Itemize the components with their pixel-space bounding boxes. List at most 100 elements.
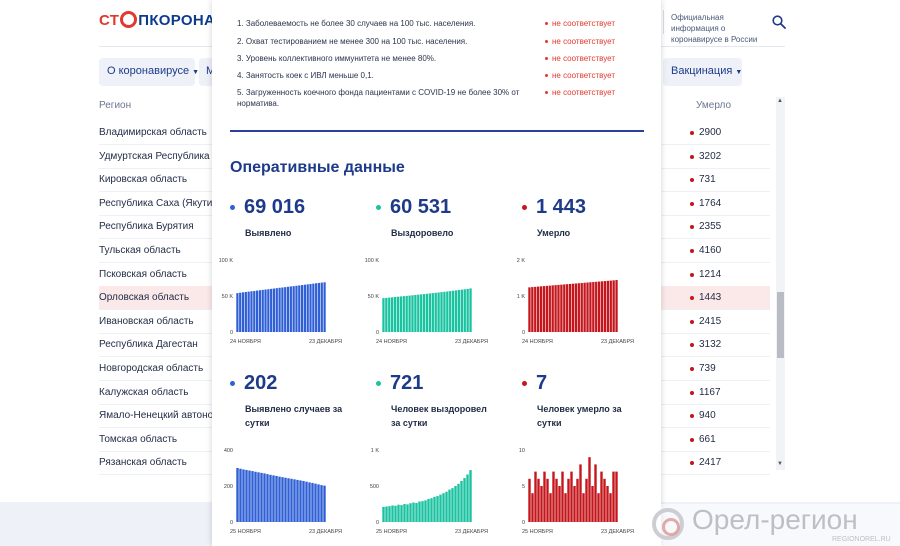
nav-about-button[interactable]: О коронавирусе ▼ xyxy=(99,58,199,86)
bar xyxy=(548,285,551,332)
y-tick-label: 0 xyxy=(376,330,379,336)
bar xyxy=(573,486,576,522)
bar xyxy=(564,493,567,522)
died-count: 4160 xyxy=(689,245,722,256)
bar xyxy=(580,282,583,332)
bar xyxy=(382,506,385,522)
bar xyxy=(466,288,469,332)
y-tick-label: 10 xyxy=(519,448,525,454)
bar xyxy=(323,282,326,332)
scrollbar-thumb[interactable] xyxy=(777,292,784,358)
bar xyxy=(405,295,408,332)
bar xyxy=(239,468,242,522)
bar xyxy=(289,286,292,332)
column-header-died[interactable]: Умерло xyxy=(696,100,732,111)
bar xyxy=(245,469,248,522)
bar xyxy=(284,477,287,522)
bar xyxy=(439,494,442,522)
bar xyxy=(603,281,607,332)
bar xyxy=(284,287,287,332)
bar xyxy=(239,292,242,332)
bar xyxy=(281,287,284,332)
bar xyxy=(568,283,572,332)
died-count: 3202 xyxy=(689,150,722,162)
bar xyxy=(531,287,534,332)
bar xyxy=(296,479,299,522)
bar xyxy=(306,284,309,332)
bar xyxy=(537,478,540,522)
criterion-status: не соответствует xyxy=(545,37,615,46)
scroll-up-arrow-icon[interactable]: ▲ xyxy=(777,98,783,104)
stat-dot-icon xyxy=(230,205,235,210)
region-name: Республика Бурятия xyxy=(99,221,194,233)
table-scrollbar[interactable] xyxy=(776,97,785,470)
bar xyxy=(254,471,257,522)
criterion-text: 4. Занятость коек с ИВЛ меньше 0,1. xyxy=(237,71,374,80)
bar xyxy=(588,457,591,522)
bar xyxy=(275,288,278,332)
bar xyxy=(391,505,394,522)
criterion-status: не соответствует xyxy=(545,88,615,97)
stat-chart: 1 K 500 0 25 НОЯБРЯ 23 ДЕКАБРЯ xyxy=(370,448,488,535)
bar xyxy=(422,294,426,332)
region-name: Тульская область xyxy=(99,245,181,256)
search-icon[interactable] xyxy=(772,15,786,29)
died-count: 3132 xyxy=(689,339,722,351)
bar xyxy=(260,472,263,522)
stat-label: Выявлено xyxy=(245,228,292,238)
bar xyxy=(388,297,391,332)
died-count: 940 xyxy=(690,410,716,422)
bar xyxy=(251,471,254,522)
column-header-region[interactable]: Регион xyxy=(99,100,132,111)
bar xyxy=(469,470,472,522)
bar xyxy=(317,484,320,522)
died-count: 2900 xyxy=(689,127,722,138)
y-tick-label: 5 xyxy=(522,484,525,490)
bar xyxy=(425,293,429,332)
bar xyxy=(409,503,412,522)
bar xyxy=(539,286,543,332)
bar xyxy=(396,296,400,332)
died-count: 1214 xyxy=(689,268,722,280)
nav-vaccination-button[interactable]: Вакцинация ▼ xyxy=(663,58,742,86)
bar xyxy=(412,502,415,522)
bar xyxy=(460,289,463,332)
bar xyxy=(433,496,436,522)
logo-text-start: СТ xyxy=(99,12,120,29)
x-tick-label: 23 ДЕКАБРЯ xyxy=(309,529,342,535)
bar xyxy=(303,284,307,332)
x-tick-label: 24 НОЯБРЯ xyxy=(230,339,261,345)
nav-m-label: М xyxy=(206,65,216,77)
bar xyxy=(567,478,570,522)
scroll-down-arrow-icon[interactable]: ▼ xyxy=(777,461,783,467)
bar xyxy=(534,286,537,332)
x-tick-label: 23 ДЕКАБРЯ xyxy=(601,529,634,535)
died-count: 731 xyxy=(690,174,716,186)
bar xyxy=(320,485,323,522)
died-count: 661 xyxy=(690,433,716,445)
y-tick-label: 0 xyxy=(230,520,233,526)
region-name: Владимирская область xyxy=(99,127,207,138)
bar xyxy=(534,471,537,522)
bar xyxy=(606,486,609,522)
bar xyxy=(528,478,531,522)
bar xyxy=(253,290,256,332)
bar xyxy=(437,292,440,332)
nav-about-label: О коронавирусе xyxy=(107,65,190,77)
x-tick-label: 24 НОЯБРЯ xyxy=(376,339,407,345)
bar xyxy=(446,291,449,332)
bar xyxy=(615,471,618,522)
stat-dot-icon xyxy=(522,205,527,210)
bar xyxy=(275,475,278,522)
bar xyxy=(295,285,298,332)
bar xyxy=(431,293,434,332)
bar xyxy=(543,471,546,522)
bar xyxy=(451,290,455,332)
watermark-logo-icon xyxy=(652,508,684,540)
bar xyxy=(469,288,472,332)
bar xyxy=(258,290,262,332)
bar xyxy=(315,283,318,332)
bar xyxy=(261,289,264,332)
bar xyxy=(414,294,417,332)
bar xyxy=(566,284,569,332)
